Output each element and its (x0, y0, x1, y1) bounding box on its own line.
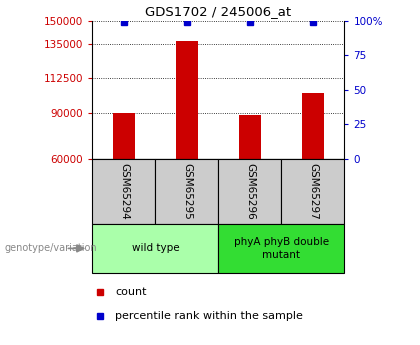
Bar (113, 113, 135, 159)
Text: GSM65296: GSM65296 (245, 163, 255, 220)
Text: GSM65297: GSM65297 (308, 163, 318, 220)
Bar (218, 159, 281, 224)
Text: count: count (115, 287, 147, 296)
Bar (281, 159, 344, 224)
Title: GDS1702 / 245006_at: GDS1702 / 245006_at (145, 5, 291, 18)
Text: GSM65295: GSM65295 (182, 163, 192, 220)
Bar (92, 224, 218, 273)
Bar (302, 93, 324, 159)
Text: phyA phyB double
mutant: phyA phyB double mutant (234, 237, 329, 259)
Text: percentile rank within the sample: percentile rank within the sample (115, 311, 303, 321)
Bar (92, 159, 155, 224)
Bar (176, 41, 198, 159)
Text: genotype/variation: genotype/variation (4, 244, 97, 253)
Bar (155, 159, 218, 224)
Text: GSM65294: GSM65294 (119, 163, 129, 220)
Bar (218, 224, 344, 273)
Text: wild type: wild type (131, 244, 179, 253)
Bar (239, 115, 261, 159)
